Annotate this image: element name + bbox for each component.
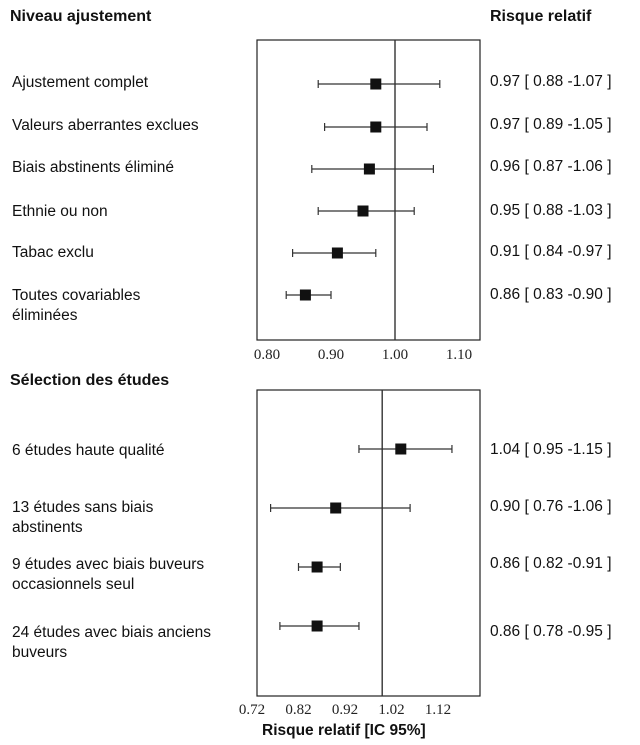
row-label-all-covariates: Toutes covariables éliminées: [12, 287, 141, 324]
rr-text-tobacco-excluded: 0.91 [ 0.84 -0.97 ]: [490, 243, 612, 260]
point-estimate-0-4: [331, 247, 343, 259]
point-estimate-1-2: [311, 561, 323, 573]
x-tick-label-0-1: 0.90: [318, 347, 344, 363]
x-tick-label-1-4: 1.12: [425, 702, 451, 718]
rr-text-no-abstainer-bias: 0.90 [ 0.76 -1.06 ]: [490, 498, 612, 515]
row-label-high-quality: 6 études haute qualité: [12, 442, 165, 459]
row-label-occasional-drinker-bias: 9 études avec biais buveurs occasionnels…: [12, 556, 205, 593]
rr-text-outliers-excluded: 0.97 [ 0.89 -1.05 ]: [490, 116, 612, 133]
section-title-study-selection: Sélection des études: [10, 372, 170, 389]
rr-text-high-quality: 1.04 [ 0.95 -1.15 ]: [490, 441, 612, 458]
row-label-tobacco-excluded: Tabac exclu: [12, 244, 94, 261]
rr-text-occasional-drinker-bias: 0.86 [ 0.82 -0.91 ]: [490, 555, 612, 572]
plot-frame-0: [256, 39, 481, 341]
x-tick-label-1-2: 0.92: [332, 702, 358, 718]
x-tick-label-0-2: 1.00: [382, 347, 408, 363]
point-estimate-0-0: [370, 78, 382, 90]
section-title-adjustment: Niveau ajustement: [10, 8, 152, 25]
x-tick-label-0-0: 0.80: [254, 347, 280, 363]
x-tick-label-1-3: 1.02: [378, 702, 404, 718]
point-estimate-0-3: [357, 205, 369, 217]
point-estimate-1-0: [395, 443, 407, 455]
row-label-full-adjustment: Ajustement complet: [12, 74, 149, 91]
point-estimate-0-1: [370, 121, 382, 133]
rr-text-abstainer-bias: 0.96 [ 0.87 -1.06 ]: [490, 158, 612, 175]
row-label-ethnicity: Ethnie ou non: [12, 203, 108, 220]
point-estimate-0-5: [299, 289, 311, 301]
point-estimate-0-2: [363, 163, 375, 175]
x-tick-label-0-3: 1.10: [446, 347, 472, 363]
row-label-former-drinker-bias: 24 études avec biais anciens buveurs: [12, 624, 212, 661]
point-estimate-1-1: [330, 502, 342, 514]
rr-text-all-covariates: 0.86 [ 0.83 -0.90 ]: [490, 286, 612, 303]
ci-column-title: Risque relatif: [490, 8, 592, 25]
rr-text-ethnicity: 0.95 [ 0.88 -1.03 ]: [490, 202, 612, 219]
x-axis-label: Risque relatif [IC 95%]: [262, 722, 426, 739]
row-label-outliers-excluded: Valeurs aberrantes exclues: [12, 117, 199, 134]
rr-text-full-adjustment: 0.97 [ 0.88 -1.07 ]: [490, 73, 612, 90]
rr-text-former-drinker-bias: 0.86 [ 0.78 -0.95 ]: [490, 623, 612, 640]
x-tick-label-1-0: 0.72: [239, 702, 265, 718]
plot-frame-1: [256, 389, 481, 697]
x-tick-label-1-1: 0.82: [285, 702, 311, 718]
row-label-no-abstainer-bias: 13 études sans biais abstinents: [12, 499, 154, 536]
row-label-abstainer-bias: Biais abstinents éliminé: [12, 159, 174, 176]
point-estimate-1-3: [311, 620, 323, 632]
